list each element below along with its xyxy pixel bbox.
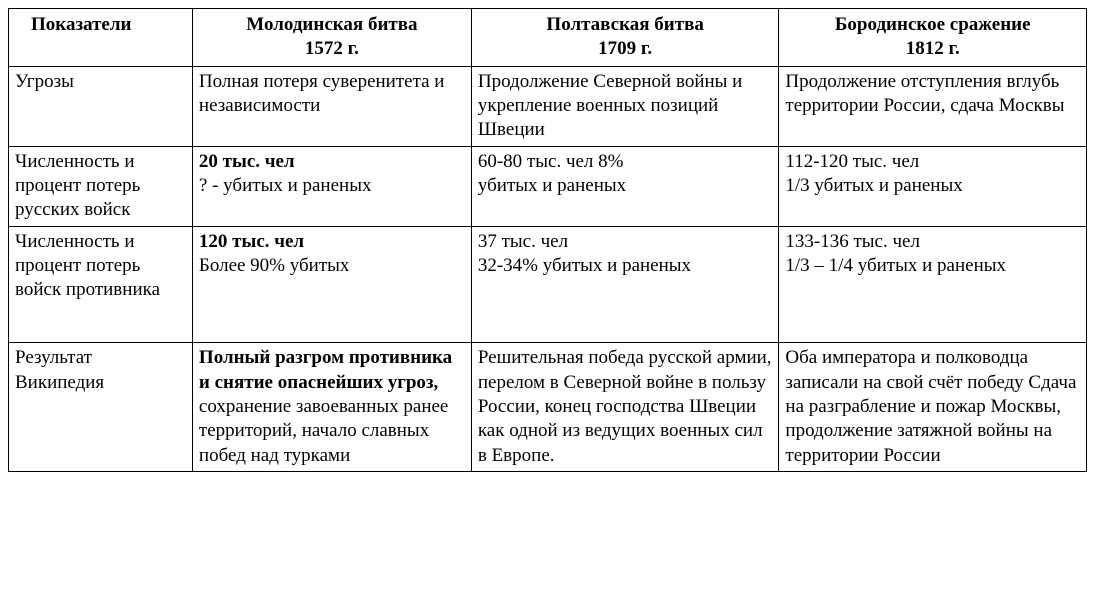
cell-text: 60-80 тыс. чел 8%	[478, 151, 624, 172]
cell-text: убитых и раненых	[478, 175, 626, 196]
battles-comparison-table: Показатели Молодинская битва 1572 г. Пол…	[8, 8, 1087, 472]
cell-text: 133-136 тыс. чел	[785, 231, 920, 252]
cell-text: Продолжение отступления вглубь территори…	[785, 71, 1064, 116]
header-label: Бородинское сражение	[835, 14, 1031, 35]
cell-text: сохранение завоеванных ранее территорий,…	[199, 396, 448, 466]
cell-text: 37 тыс. чел	[478, 231, 568, 252]
cell-bold-text: 20 тыс. чел	[199, 151, 295, 172]
table-header-row: Показатели Молодинская битва 1572 г. Пол…	[9, 9, 1087, 67]
cell-text: ? - убитых и раненых	[199, 175, 372, 196]
cell-molodi: Полная потеря суверенитета и независимос…	[192, 66, 471, 146]
header-sublabel: 1812 г.	[906, 38, 960, 59]
cell-borodino: Продолжение отступления вглубь территори…	[779, 66, 1087, 146]
cell-bold-text: 120 тыс. чел	[199, 231, 304, 252]
cell-borodino: 133-136 тыс. чел 1/3 – 1/4 убитых и ране…	[779, 226, 1087, 343]
header-borodino: Бородинское сражение 1812 г.	[779, 9, 1087, 67]
cell-text: Угрозы	[15, 71, 74, 92]
cell-text: Численность и процент потерь войск проти…	[15, 231, 160, 301]
cell-text: 32-34% убитых и раненых	[478, 255, 691, 276]
cell-poltava: Решительная победа русской армии, перело…	[471, 343, 779, 472]
header-molodi: Молодинская битва 1572 г.	[192, 9, 471, 67]
cell-text: Результат	[15, 347, 92, 368]
cell-text: Продолжение Северной войны и укрепление …	[478, 71, 742, 141]
cell-text: Более 90% убитых	[199, 255, 350, 276]
cell-molodi: 20 тыс. чел ? - убитых и раненых	[192, 146, 471, 226]
table-row: Угрозы Полная потеря суверенитета и неза…	[9, 66, 1087, 146]
cell-poltava: Продолжение Северной войны и укрепление …	[471, 66, 779, 146]
cell-text: Википедия	[15, 372, 104, 393]
cell-text: 1/3 убитых и раненых	[785, 175, 962, 196]
header-label: Полтавская битва	[546, 14, 703, 35]
cell-bold-text: Полный разгром противника и снятие опасн…	[199, 347, 452, 392]
cell-indicator: Результат Википедия	[9, 343, 193, 472]
cell-text: Решительная победа русской армии, перело…	[478, 347, 772, 465]
cell-borodino: 112-120 тыс. чел 1/3 убитых и раненых	[779, 146, 1087, 226]
cell-molodi: 120 тыс. чел Более 90% убитых	[192, 226, 471, 343]
header-label: Молодинская битва	[246, 14, 417, 35]
table-row: Результат Википедия Полный разгром проти…	[9, 343, 1087, 472]
cell-text: 112-120 тыс. чел	[785, 151, 919, 172]
cell-indicator: Численность и процент потерь русских вой…	[9, 146, 193, 226]
cell-indicator: Численность и процент потерь войск проти…	[9, 226, 193, 343]
table-row: Численность и процент потерь русских вой…	[9, 146, 1087, 226]
cell-indicator: Угрозы	[9, 66, 193, 146]
cell-text: Численность и процент потерь русских вой…	[15, 151, 140, 221]
cell-text: Полная потеря суверенитета и независимос…	[199, 71, 445, 116]
table-row: Численность и процент потерь войск проти…	[9, 226, 1087, 343]
header-sublabel: 1709 г.	[598, 38, 652, 59]
cell-poltava: 37 тыс. чел 32-34% убитых и раненых	[471, 226, 779, 343]
header-indicator: Показатели	[9, 9, 193, 67]
cell-molodi: Полный разгром противника и снятие опасн…	[192, 343, 471, 472]
header-poltava: Полтавская битва 1709 г.	[471, 9, 779, 67]
cell-text: Оба императора и полководца записали на …	[785, 347, 1076, 465]
header-sublabel: 1572 г.	[305, 38, 359, 59]
cell-poltava: 60-80 тыс. чел 8% убитых и раненых	[471, 146, 779, 226]
cell-borodino: Оба императора и полководца записали на …	[779, 343, 1087, 472]
cell-text: 1/3 – 1/4 убитых и раненых	[785, 255, 1006, 276]
header-label: Показатели	[31, 14, 131, 35]
